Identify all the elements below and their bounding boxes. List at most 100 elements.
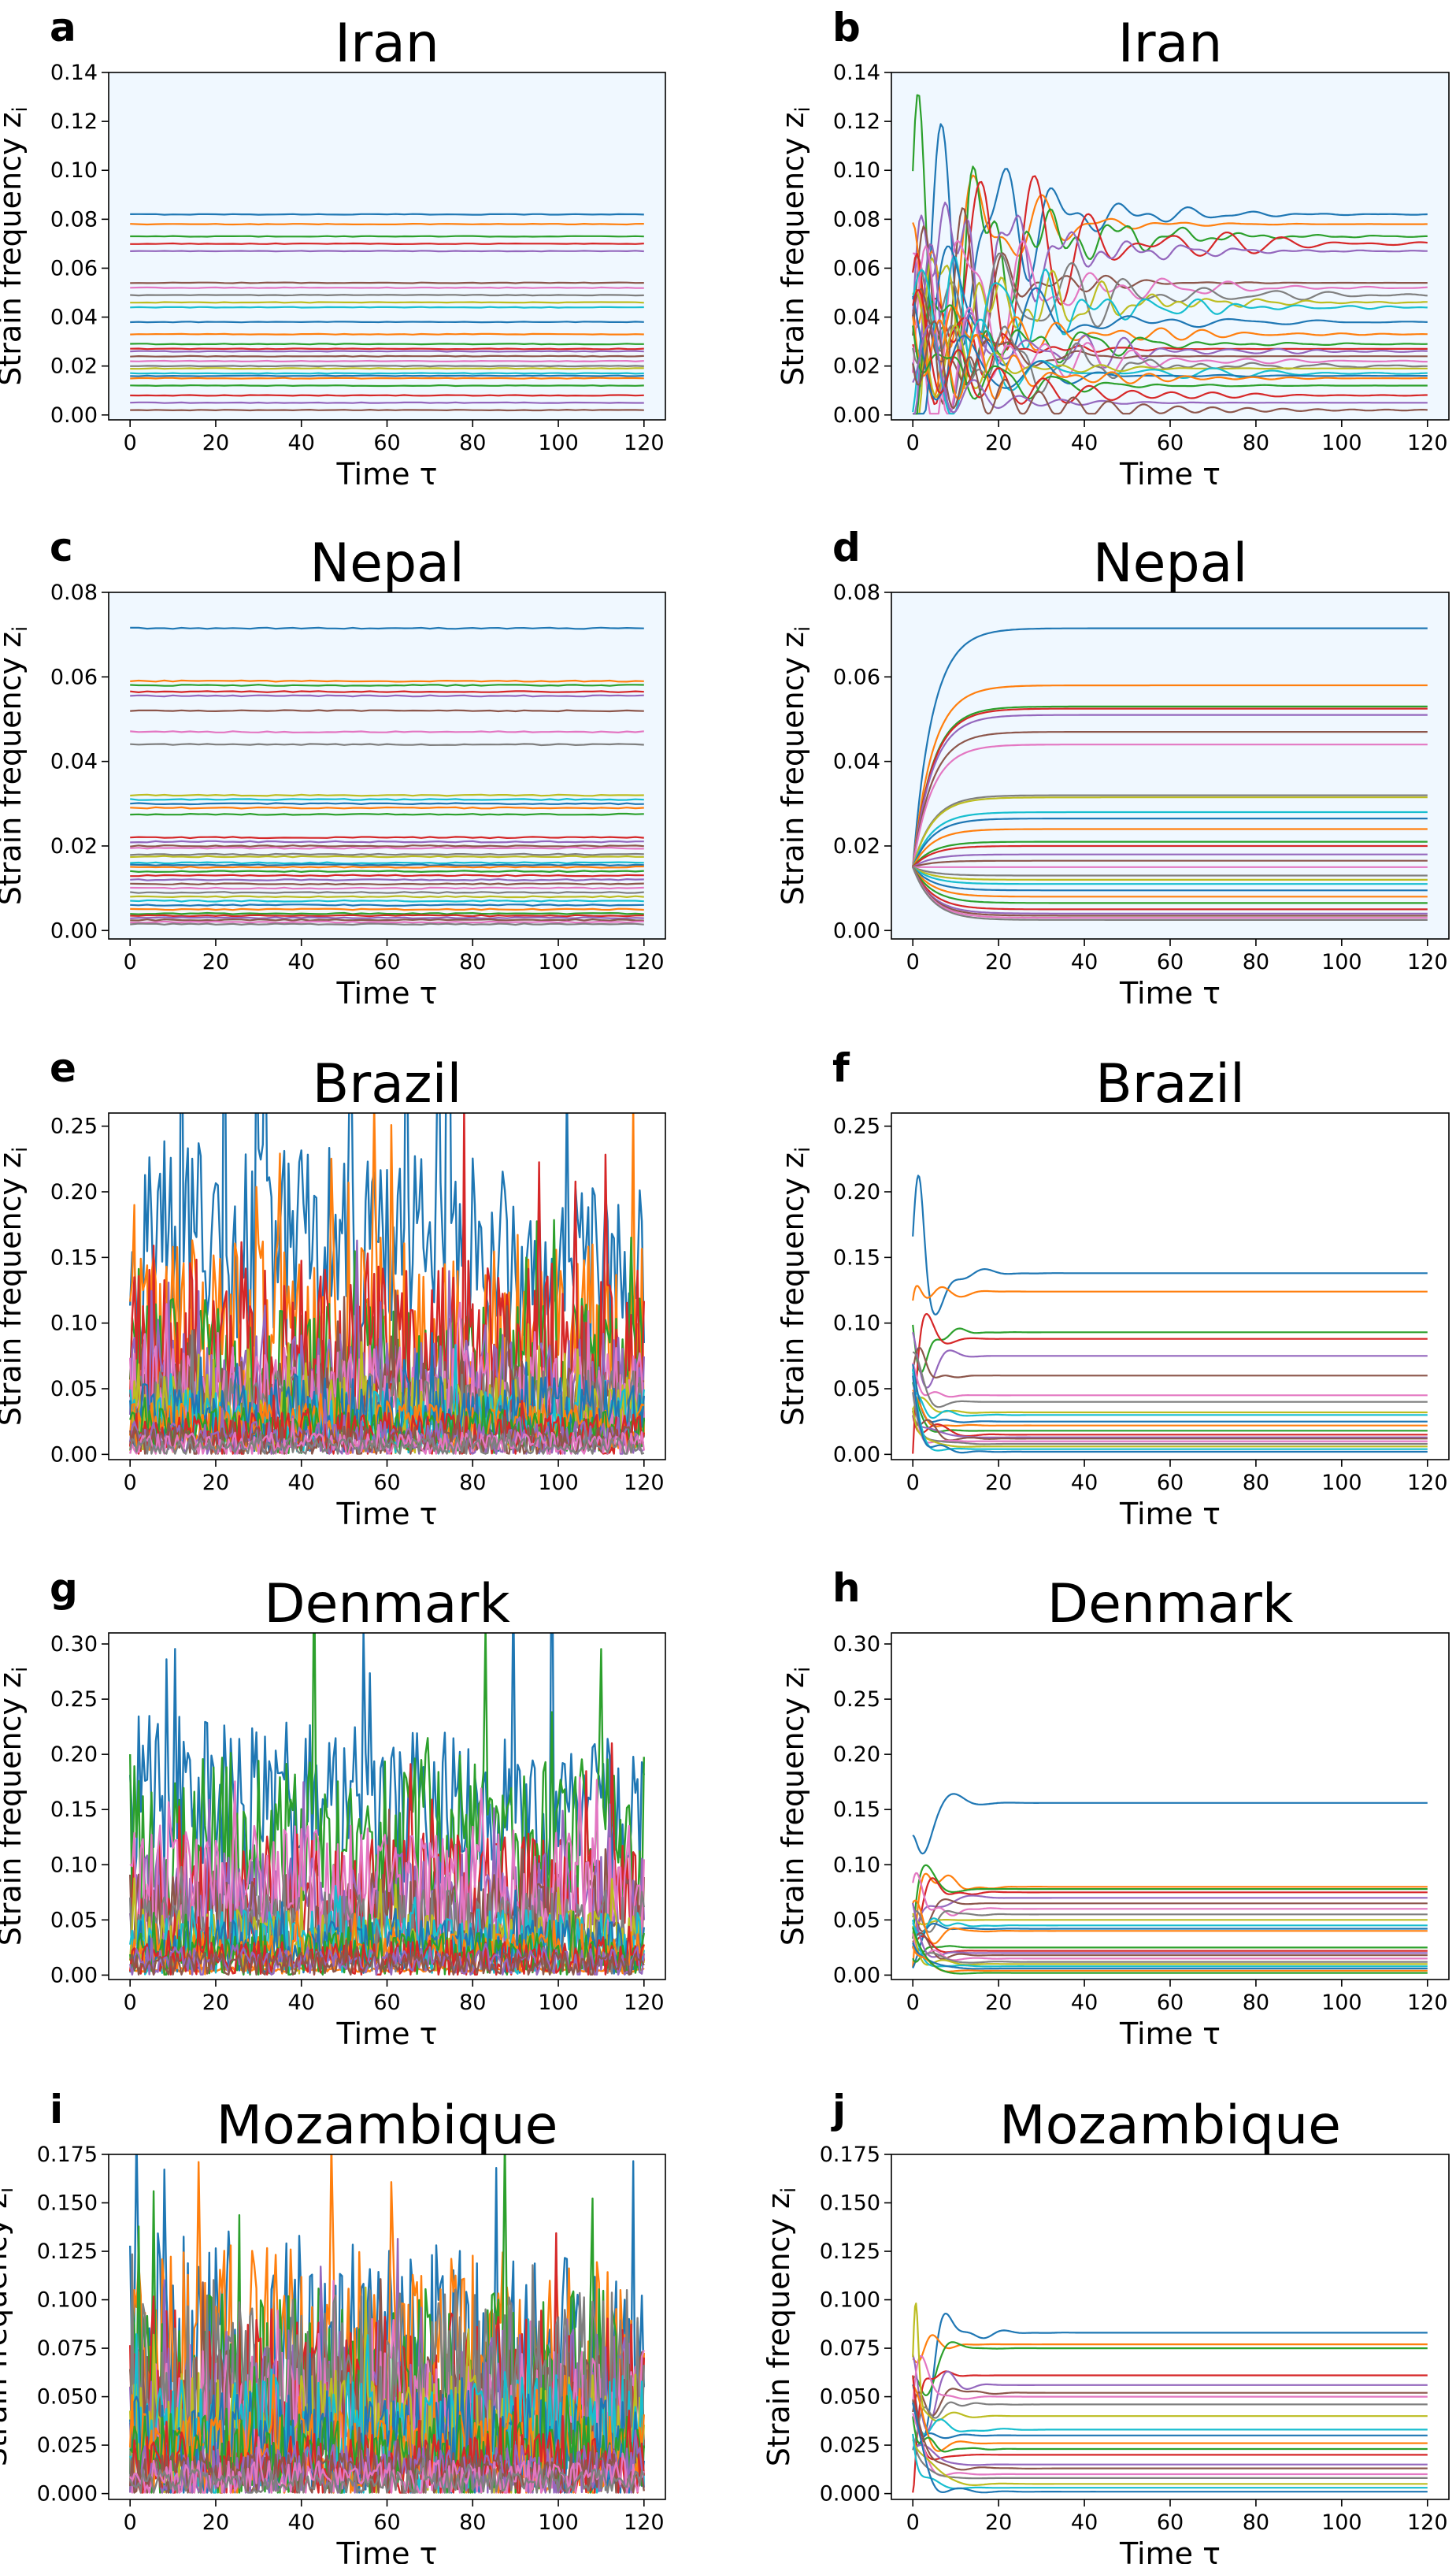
x-tick-label: 40 <box>288 1991 315 2015</box>
series-line-8 <box>129 2253 645 2494</box>
series-line-4 <box>912 1312 1428 1454</box>
series-line-6 <box>912 2388 1428 2417</box>
x-tick-label: 80 <box>459 1991 486 2015</box>
y-tick-label: 0.06 <box>50 665 98 689</box>
series-line-13 <box>913 300 1428 415</box>
series-line-13 <box>912 840 1428 868</box>
series-line-19 <box>130 855 644 859</box>
y-tick-label: 0.25 <box>50 1115 98 1139</box>
y-tick-label: 0.100 <box>820 2288 880 2313</box>
series-line-29 <box>130 895 644 899</box>
x-tick-label: 20 <box>985 2510 1012 2535</box>
y-axis-label: Strain frequency zi <box>0 626 32 906</box>
series-line-16 <box>912 2399 1428 2471</box>
series-line-2 <box>912 1872 1428 1968</box>
y-tick-label: 0.04 <box>833 306 880 330</box>
x-tick-label: 120 <box>1407 2510 1448 2535</box>
panel-a: 0 20 40 60 80 100 120 0.00 0.02 0.04 0.06 0.08 0.10 0… <box>0 5 666 492</box>
series-line-13 <box>130 812 644 816</box>
series-line-12 <box>912 2384 1428 2452</box>
x-tick-label: 100 <box>1321 1991 1362 2015</box>
x-tick-label: 100 <box>1321 2510 1362 2535</box>
y-tick-label: 0.10 <box>50 1853 98 1877</box>
series-line-18 <box>130 852 644 856</box>
y-tick-label: 0.06 <box>833 256 880 280</box>
series-line-5 <box>912 202 1428 357</box>
series-line-3 <box>130 684 644 687</box>
x-tick-label: 60 <box>1157 431 1184 455</box>
series-line-12 <box>912 1389 1428 1427</box>
x-tick-label: 40 <box>288 2510 315 2535</box>
series-line-21 <box>912 866 1428 892</box>
y-tick-label: 0.12 <box>50 109 98 134</box>
series-line-14 <box>912 2375 1428 2461</box>
panel-letter: i <box>50 2087 63 2132</box>
x-tick-label: 0 <box>124 950 137 974</box>
y-tick-label: 0.14 <box>50 61 98 85</box>
panel-title: Nepal <box>309 532 464 595</box>
x-tick-label: 40 <box>1071 431 1098 455</box>
series-line-17 <box>912 245 1428 415</box>
y-tick-label: 0.05 <box>50 1377 98 1401</box>
series-line-15 <box>912 1415 1428 1438</box>
y-tick-label: 0.10 <box>833 158 880 183</box>
y-tick-label: 0.075 <box>37 2336 98 2361</box>
y-tick-label: 0.02 <box>50 354 98 379</box>
plot-area <box>109 592 665 939</box>
series-line-18 <box>129 1430 645 1455</box>
series-line-34 <box>130 914 644 918</box>
x-axis-label: Time τ <box>336 2536 438 2564</box>
y-tick-label: 0.050 <box>37 2385 98 2410</box>
series-line-12 <box>130 806 644 810</box>
panel-letter: h <box>832 1565 861 1611</box>
y-tick-label: 0.08 <box>833 207 880 232</box>
series-line-19 <box>912 2439 1428 2486</box>
series-line-5 <box>129 1239 645 1445</box>
x-tick-label: 20 <box>202 950 229 974</box>
y-tick-label: 0.05 <box>50 1908 98 1932</box>
series-line-2 <box>912 1285 1428 1301</box>
series-line-11 <box>912 1923 1428 1968</box>
series-line-3 <box>912 1324 1428 1374</box>
series-line-2 <box>912 2334 1428 2364</box>
series-line-37 <box>130 920 644 924</box>
y-axis-label: Strain frequency zi <box>0 1667 32 1946</box>
x-tick-label: 40 <box>288 950 315 974</box>
panel-f: 0 20 40 60 80 100 120 0.00 0.05 0.10 0.15 0.20 0.25 B… <box>776 1045 1450 1531</box>
y-tick-label: 0.20 <box>50 1742 98 1767</box>
series-line-5 <box>912 1894 1428 1949</box>
series-line-10 <box>912 2400 1428 2436</box>
series-line-13 <box>130 343 644 346</box>
series-line-15 <box>912 2443 1428 2466</box>
panel-letter: a <box>50 5 76 50</box>
series-group <box>129 1633 645 1976</box>
series-line-20 <box>912 866 1428 885</box>
x-tick-label: 100 <box>538 950 579 974</box>
series-line-17 <box>912 1372 1428 1444</box>
series-line-11 <box>130 802 644 806</box>
series-line-19 <box>912 1926 1428 1966</box>
y-tick-label: 0.10 <box>50 158 98 183</box>
plot-area <box>891 592 1449 939</box>
series-line-18 <box>912 324 1428 394</box>
series-line-4 <box>912 175 1428 354</box>
series-line-11 <box>912 2432 1428 2450</box>
x-tick-label: 0 <box>124 1991 137 2015</box>
series-line-25 <box>130 878 644 881</box>
x-tick-label: 120 <box>1407 1991 1448 2015</box>
series-line-20 <box>912 2433 1428 2490</box>
series-line-4 <box>130 242 644 245</box>
x-tick-label: 40 <box>1071 950 1098 974</box>
series-line-22 <box>130 377 644 380</box>
series-line-11 <box>912 1364 1428 1423</box>
x-tick-label: 0 <box>906 2510 920 2535</box>
series-line-8 <box>130 743 644 747</box>
x-tick-label: 80 <box>1243 431 1269 455</box>
y-tick-label: 0.12 <box>833 109 880 134</box>
y-tick-label: 0.00 <box>833 1963 880 1987</box>
series-line-35 <box>130 916 644 919</box>
x-tick-label: 120 <box>1407 431 1448 455</box>
panel-title: Brazil <box>1095 1053 1245 1115</box>
x-tick-label: 100 <box>538 1991 579 2015</box>
